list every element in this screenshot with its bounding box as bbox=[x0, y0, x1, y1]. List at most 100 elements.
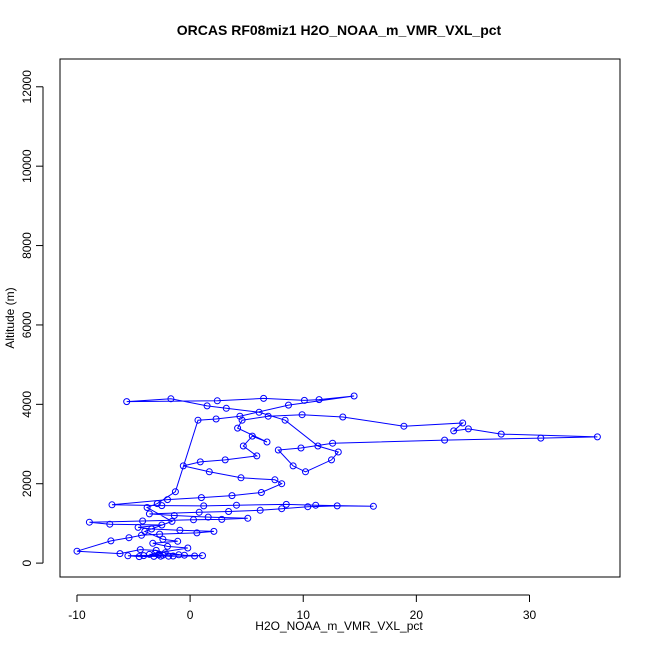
series-layer bbox=[73, 392, 601, 561]
x-tick-label: -10 bbox=[68, 608, 86, 622]
data-point bbox=[184, 544, 192, 552]
data-point bbox=[450, 427, 458, 435]
data-point bbox=[106, 520, 114, 528]
data-point bbox=[158, 521, 166, 529]
data-point bbox=[193, 529, 201, 537]
series-line bbox=[76, 395, 598, 558]
data-point bbox=[328, 456, 335, 464]
data-point bbox=[221, 456, 229, 464]
data-point bbox=[199, 552, 206, 560]
data-point bbox=[281, 416, 289, 424]
data-point bbox=[174, 537, 182, 545]
data-point bbox=[333, 502, 341, 510]
y-tick-label: 6000 bbox=[20, 311, 34, 338]
data-point bbox=[260, 394, 268, 402]
data-point bbox=[190, 516, 197, 524]
data-point bbox=[222, 404, 230, 412]
data-point bbox=[73, 547, 81, 555]
data-point bbox=[312, 501, 320, 509]
data-point bbox=[278, 480, 286, 488]
data-point bbox=[441, 436, 449, 444]
data-point bbox=[194, 416, 202, 424]
data-point bbox=[116, 550, 124, 558]
data-point bbox=[315, 396, 323, 404]
data-point bbox=[176, 526, 184, 534]
y-tick-label: 12000 bbox=[20, 70, 34, 104]
data-point bbox=[171, 488, 179, 496]
data-point bbox=[195, 508, 203, 516]
data-point bbox=[196, 458, 204, 466]
data-point bbox=[157, 552, 165, 560]
data-point bbox=[400, 422, 408, 430]
data-point bbox=[464, 425, 472, 433]
y-tick-label: 0 bbox=[20, 559, 34, 566]
data-point bbox=[139, 517, 147, 525]
data-point bbox=[158, 502, 166, 510]
y-tick-label: 4000 bbox=[20, 391, 34, 418]
data-point bbox=[350, 392, 358, 400]
y-axis-label: Altitude (m) bbox=[3, 287, 17, 348]
data-point bbox=[298, 411, 306, 419]
data-point bbox=[200, 502, 208, 510]
data-point bbox=[150, 552, 158, 560]
data-point bbox=[213, 397, 221, 405]
data-point bbox=[135, 553, 143, 561]
y-tick-label: 8000 bbox=[20, 232, 34, 259]
data-point bbox=[459, 419, 467, 427]
data-point bbox=[179, 462, 187, 470]
data-point bbox=[369, 502, 377, 510]
data-point bbox=[234, 424, 242, 432]
data-point bbox=[236, 412, 244, 420]
data-point bbox=[134, 523, 142, 531]
data-point bbox=[197, 494, 205, 502]
data-point bbox=[149, 539, 157, 547]
data-point bbox=[256, 506, 264, 514]
data-point bbox=[124, 552, 132, 560]
x-tick-label: 30 bbox=[523, 608, 537, 622]
chart-title: ORCAS RF08miz1 H2O_NOAA_m_VMR_VXL_pct bbox=[177, 22, 502, 38]
data-point bbox=[143, 504, 151, 511]
data-point bbox=[593, 433, 601, 441]
y-tick-label: 10000 bbox=[20, 149, 34, 183]
data-point bbox=[238, 416, 246, 424]
data-point bbox=[278, 505, 286, 513]
data-point bbox=[248, 432, 256, 440]
data-point bbox=[271, 476, 279, 484]
data-point bbox=[168, 517, 176, 525]
data-point bbox=[314, 442, 322, 450]
data-point bbox=[204, 513, 212, 521]
data-point bbox=[164, 496, 171, 504]
data-point bbox=[203, 402, 211, 410]
data-point bbox=[339, 413, 347, 421]
data-point bbox=[210, 527, 218, 535]
data-point bbox=[282, 500, 290, 508]
x-tick-label: 20 bbox=[410, 608, 424, 622]
data-point bbox=[141, 527, 149, 535]
data-point bbox=[167, 395, 175, 403]
data-point bbox=[161, 549, 169, 557]
data-point bbox=[225, 508, 233, 515]
data-point bbox=[156, 530, 164, 538]
data-point bbox=[191, 552, 199, 560]
x-tick-label: 10 bbox=[297, 608, 311, 622]
data-point bbox=[125, 534, 133, 542]
data-point bbox=[108, 501, 116, 509]
data-point bbox=[263, 438, 271, 446]
x-axis: -10 0 10 20 30 bbox=[68, 594, 537, 622]
data-point bbox=[334, 448, 342, 456]
data-point bbox=[175, 551, 183, 559]
data-point bbox=[289, 462, 297, 470]
data-point bbox=[285, 401, 292, 409]
data-point bbox=[151, 549, 159, 557]
x-axis-label: H2O_NOAA_m_VMR_VXL_pct bbox=[255, 619, 423, 633]
data-point bbox=[255, 408, 263, 416]
data-point bbox=[274, 446, 282, 454]
data-point bbox=[329, 439, 337, 447]
data-point bbox=[300, 396, 308, 404]
data-point bbox=[302, 468, 309, 476]
data-point bbox=[107, 537, 115, 545]
data-point bbox=[145, 510, 153, 518]
data-point bbox=[233, 501, 240, 509]
x-tick-label: 0 bbox=[187, 608, 194, 622]
